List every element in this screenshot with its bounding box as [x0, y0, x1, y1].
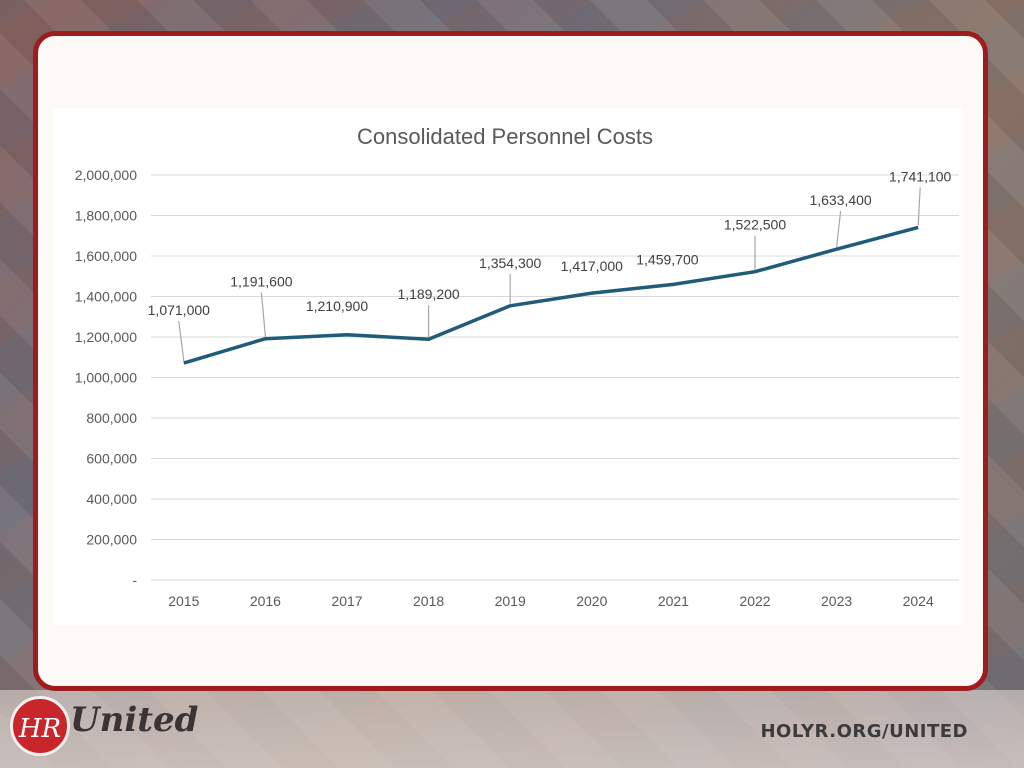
y-tick-label: 2,000,000: [75, 167, 137, 183]
y-axis-tick-labels: - 200,000 400,000 600,000 800,000 1,000,000 1,…: [75, 167, 138, 588]
website-url: HOLYR.ORG/UNITED: [760, 721, 968, 742]
x-tick-label: 2021: [658, 593, 689, 609]
data-labels: 1,071,000 1,191,600 1,210,900 1,189,200 1,35…: [148, 168, 952, 318]
footer-band: [0, 690, 1024, 768]
line-chart: Consolidated Personnel Costs - 200,000 400…: [75, 124, 959, 609]
data-label: 1,071,000: [148, 302, 210, 318]
series-line: [183, 225, 919, 365]
x-tick-label: 2017: [331, 593, 362, 609]
y-tick-label: 200,000: [86, 532, 137, 548]
x-tick-label: 2015: [168, 593, 199, 609]
data-label: 1,354,300: [479, 255, 541, 271]
x-tick-label: 2018: [413, 593, 444, 609]
chart-panel: Consolidated Personnel Costs - 200,000 400…: [53, 108, 962, 625]
data-label: 1,741,100: [889, 168, 951, 184]
data-label-leader: [260, 292, 266, 337]
x-tick-label: 2023: [821, 593, 852, 609]
data-label-leader: [836, 211, 842, 248]
data-label: 1,522,500: [724, 217, 786, 233]
logo-monogram: HR: [18, 714, 62, 744]
y-tick-label: 600,000: [86, 451, 137, 467]
data-label-leaders: [178, 187, 921, 362]
x-tick-label: 2019: [495, 593, 526, 609]
data-label: 1,417,000: [561, 258, 623, 274]
y-tick-label: 1,600,000: [75, 248, 137, 264]
y-tick-label: 800,000: [86, 410, 137, 426]
data-label: 1,459,700: [636, 251, 698, 267]
x-tick-label: 2016: [250, 593, 281, 609]
data-label-leader: [178, 321, 185, 362]
y-tick-label: 1,200,000: [75, 329, 137, 345]
data-label-leader: [917, 187, 921, 226]
y-tick-label: -: [132, 572, 137, 588]
chart-title: Consolidated Personnel Costs: [357, 124, 653, 149]
data-label: 1,189,200: [397, 286, 459, 302]
hr-logo-badge: HR: [10, 696, 70, 756]
y-tick-label: 1,800,000: [75, 208, 137, 224]
x-tick-label: 2024: [903, 593, 934, 609]
gridlines: [151, 174, 959, 581]
y-tick-label: 1,400,000: [75, 289, 137, 305]
data-label: 1,633,400: [809, 192, 871, 208]
logo-wordmark: United: [70, 700, 199, 740]
x-tick-label: 2022: [739, 593, 770, 609]
data-label: 1,210,900: [306, 298, 368, 314]
y-tick-label: 1,000,000: [75, 370, 137, 386]
x-axis-tick-labels: 2015 2016 2017 2018 2019 2020 2021 2022 2023 2024: [168, 593, 934, 609]
data-label: 1,191,600: [230, 274, 292, 290]
y-tick-label: 400,000: [86, 491, 137, 507]
x-tick-label: 2020: [576, 593, 607, 609]
